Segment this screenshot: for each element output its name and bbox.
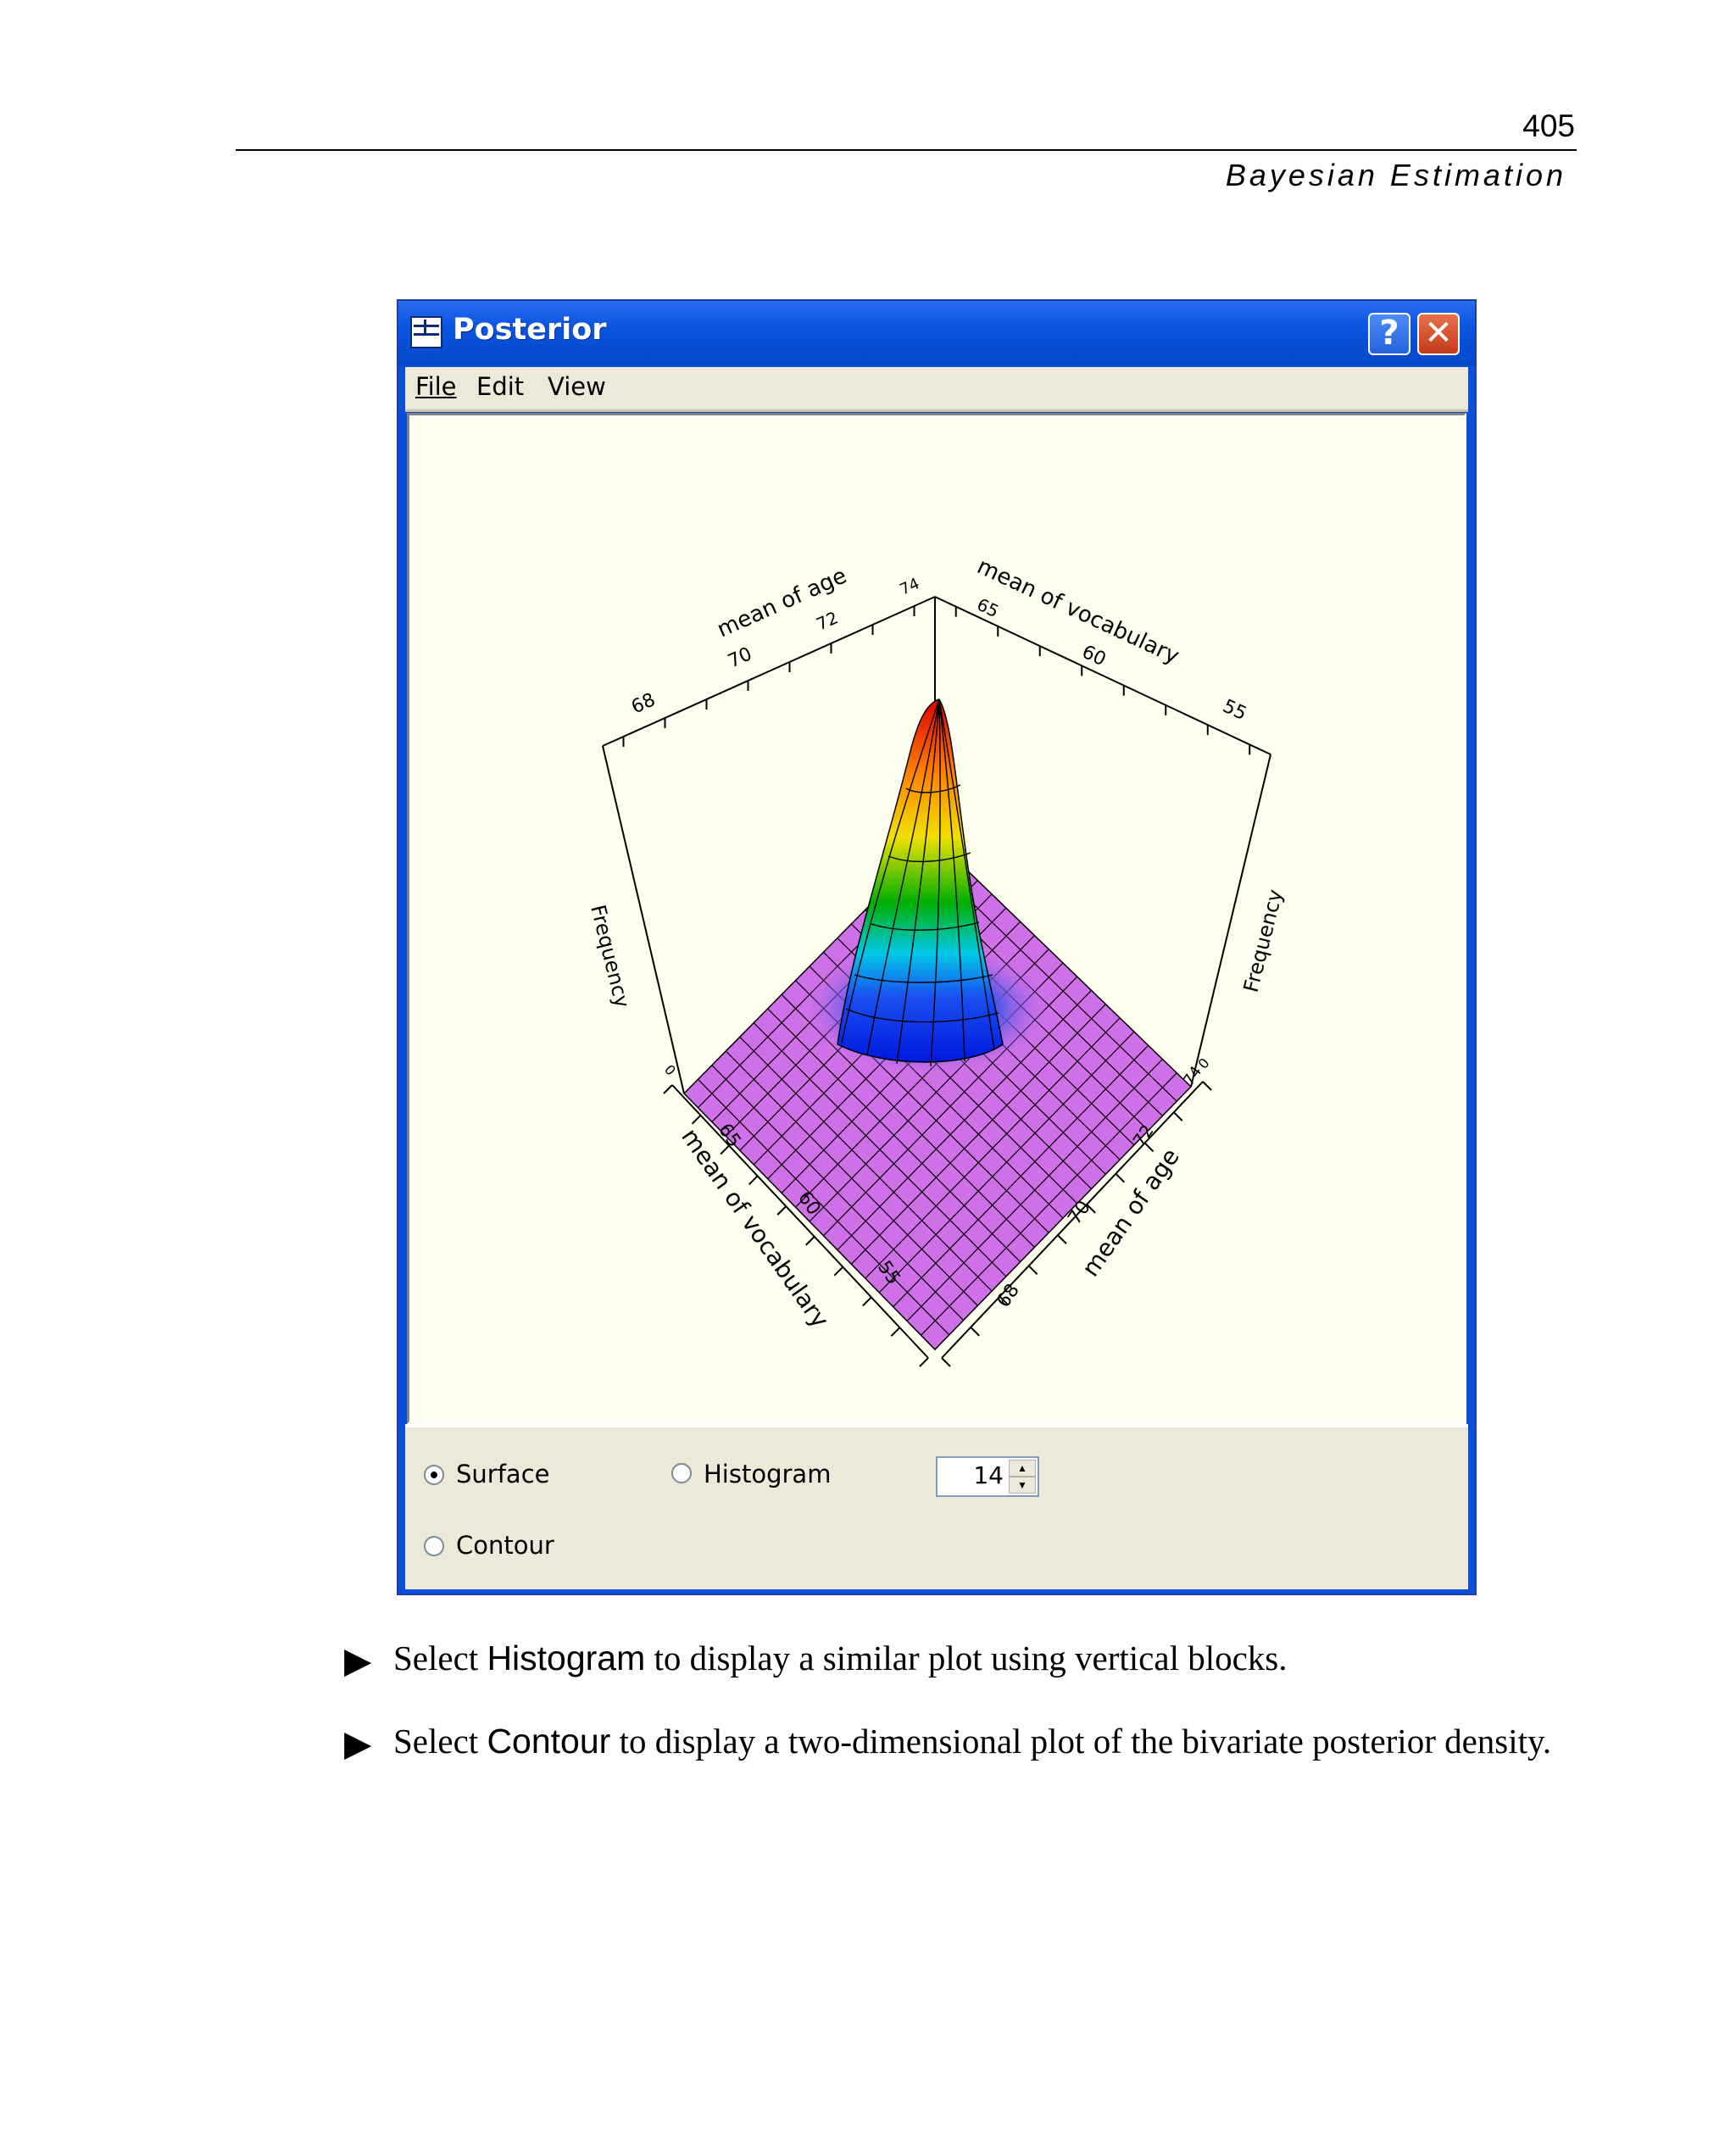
axis-tick: [1115, 1172, 1126, 1183]
instruction-text: to display a two-dimensional plot of the…: [610, 1722, 1552, 1761]
ui-term-histogram: Histogram: [487, 1639, 646, 1678]
axis-tick: [1057, 1234, 1067, 1244]
front-axis-vocabulary: [671, 1084, 929, 1359]
menu-file[interactable]: File: [415, 372, 457, 401]
peak-mesh-line: [866, 698, 940, 1056]
window-app-icon: [410, 316, 442, 348]
axis-tick: [999, 1295, 1010, 1306]
close-button[interactable]: ✕: [1417, 313, 1460, 355]
surface-radio-dot: [431, 1472, 437, 1478]
axis-tick: [1143, 1142, 1155, 1153]
help-button[interactable]: ?: [1368, 313, 1410, 355]
axis-tick: [691, 1115, 702, 1125]
tick-vocab-55-top: 55: [1219, 696, 1249, 725]
axis-tick: [1202, 1081, 1212, 1091]
axis-tick: [1173, 1111, 1183, 1121]
spinner-up-button[interactable]: ▲: [1009, 1460, 1036, 1477]
instruction-text: Select: [393, 1639, 487, 1678]
surface-plot: mean of age 68 70 72 74 mean of vocabula…: [586, 554, 1288, 1367]
grid-size-spinner[interactable]: 14 ▲ ▼: [936, 1456, 1039, 1497]
histogram-label[interactable]: Histogram: [704, 1460, 832, 1488]
axis-tick: [1086, 1204, 1096, 1214]
front-axis-age: [941, 1081, 1204, 1359]
tick-age-74-top: 74: [897, 575, 921, 599]
peak-mesh-line: [930, 698, 941, 1067]
menu-view[interactable]: View: [548, 372, 606, 401]
instruction-contour: Select Contour to display a two-dimensio…: [393, 1721, 1551, 1761]
axis-tick: [1027, 1265, 1038, 1276]
peak-mesh-line: [938, 698, 965, 1062]
axis-tick: [663, 1084, 673, 1094]
menu-bar: File Edit View: [405, 367, 1468, 409]
running-head: Bayesian Estimation: [1225, 158, 1566, 192]
bullet-arrow-icon: ▶: [344, 1639, 372, 1681]
page-number: 405: [1522, 108, 1575, 143]
axis-tick: [833, 1266, 844, 1277]
surface-radio[interactable]: [424, 1465, 444, 1485]
window-title: Posterior: [453, 313, 607, 347]
wall-top-right: [934, 596, 1271, 755]
peak-mesh-line: [871, 921, 980, 931]
surface-label[interactable]: Surface: [456, 1460, 550, 1488]
tick-frequency-0-left: 0: [661, 1061, 679, 1078]
header-rule: [236, 149, 1577, 151]
posterior-window: Posterior ? ✕ File Edit View: [397, 299, 1477, 1595]
axis-label-vocabulary-top: mean of vocabulary: [973, 554, 1182, 670]
contour-label[interactable]: Contour: [456, 1531, 554, 1560]
spinner-value: 14: [973, 1461, 1004, 1489]
title-bar[interactable]: Posterior ? ✕: [398, 301, 1475, 365]
instruction-histogram: Select Histogram to display a similar pl…: [393, 1638, 1288, 1678]
tick-age-68-top: 68: [628, 689, 659, 718]
instruction-text: to display a similar plot using vertical…: [645, 1639, 1288, 1678]
peak-mesh-line: [845, 1008, 999, 1023]
axis-label-frequency-right: Frequency: [1239, 887, 1288, 994]
axis-tick: [748, 1175, 759, 1186]
tick-age-72-top: 72: [813, 607, 841, 634]
floor-grid-line: [906, 1059, 1163, 1321]
axis-tick: [805, 1236, 815, 1246]
spinner-down-button[interactable]: ▼: [1009, 1477, 1036, 1494]
wall-right-vertical: [1190, 754, 1271, 1088]
controls-panel: Surface Histogram 14 ▲ ▼ Contour: [405, 1424, 1468, 1589]
peak-mesh-line: [841, 698, 940, 1043]
axis-tick: [890, 1327, 901, 1337]
bullet-arrow-icon: ▶: [344, 1722, 372, 1764]
peak-mesh-line: [938, 698, 995, 1050]
axis-tick: [776, 1205, 787, 1216]
wall-top-left: [602, 596, 936, 747]
peak-mesh-line: [896, 698, 940, 1065]
axis-label-age-top: mean of age: [714, 563, 851, 643]
axis-tick: [862, 1296, 872, 1307]
axis-label-frequency-left: Frequency: [586, 903, 634, 1010]
plot-panel: mean of age 68 70 72 74 mean of vocabula…: [407, 413, 1466, 1424]
peak-mesh-line: [887, 852, 971, 863]
axis-tick: [720, 1144, 730, 1155]
axis-tick: [970, 1327, 980, 1337]
floor-grid-line: [921, 1072, 1177, 1336]
wall-left-vertical: [602, 745, 685, 1094]
peak-mesh-line: [854, 974, 993, 983]
density-peak: [837, 698, 1004, 1067]
axis-tick: [919, 1357, 929, 1367]
tick-age-70-top: 70: [725, 643, 755, 672]
contour-radio[interactable]: [424, 1536, 444, 1556]
peak-mesh-line: [905, 784, 961, 793]
ui-term-contour: Contour: [487, 1722, 611, 1761]
histogram-radio[interactable]: [671, 1463, 692, 1483]
axis-tick: [941, 1357, 951, 1367]
menu-separator: [405, 409, 1468, 412]
instruction-text: Select: [393, 1722, 487, 1761]
menu-edit[interactable]: Edit: [476, 372, 525, 401]
